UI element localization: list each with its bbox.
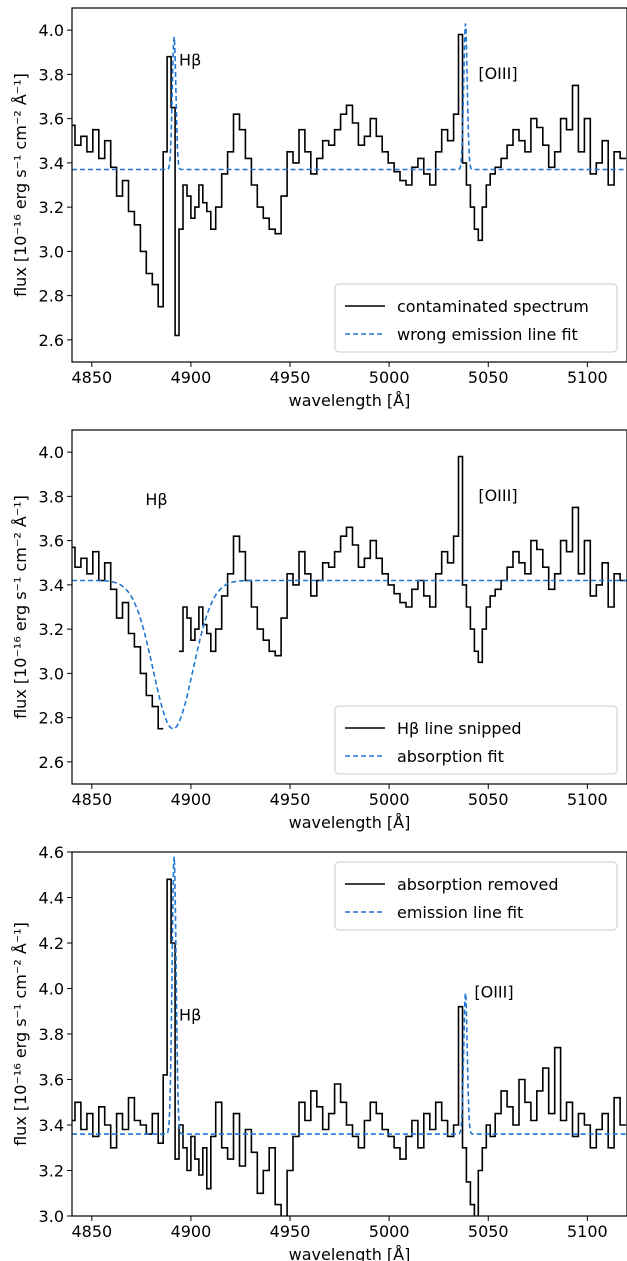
y-tick-label: 3.2 <box>39 1162 64 1181</box>
x-tick-label: 5050 <box>468 790 509 809</box>
y-tick-label: 4.4 <box>39 889 64 908</box>
x-axis-label: wavelength [Å] <box>289 1245 411 1261</box>
y-tick-label: 3.0 <box>39 242 64 261</box>
x-tick-label: 4900 <box>171 790 212 809</box>
plot-area <box>72 856 627 1216</box>
y-tick-label: 3.0 <box>39 1207 64 1226</box>
y-tick-label: 2.6 <box>39 753 64 772</box>
plot-area <box>72 23 627 337</box>
series-wrong-emission-line-fit <box>72 23 627 171</box>
x-tick-label: 4900 <box>171 1222 212 1241</box>
legend-box <box>334 283 618 353</box>
x-axis-label: wavelength [Å] <box>289 391 411 410</box>
legend: Hβ line snipped absorption fit <box>334 705 618 775</box>
y-tick-label: 4.0 <box>39 980 64 999</box>
series-emission-line-fit <box>72 856 627 1135</box>
series-absorption-removed <box>72 878 626 1216</box>
axes-frame <box>71 7 627 363</box>
legend-label: contaminated spectrum <box>397 297 589 316</box>
y-tick-label: 3.0 <box>39 664 64 683</box>
y-tick-label: 3.4 <box>39 576 64 595</box>
annotation-label: [OIII] <box>478 486 517 505</box>
legend-box <box>334 861 618 931</box>
x-tick-label: 5000 <box>369 368 410 387</box>
annotation-label: [OIII] <box>478 64 517 83</box>
plot-area <box>72 455 627 730</box>
x-axis-label: wavelength [Å] <box>289 813 411 832</box>
x-tick-label: 4900 <box>171 368 212 387</box>
y-tick-label: 3.6 <box>39 1071 64 1090</box>
y-axis-label: flux [10⁻¹⁶ erg s⁻¹ cm⁻² Å⁻¹] <box>11 922 30 1146</box>
legend-label: absorption fit <box>397 747 504 766</box>
x-tick-label: 5050 <box>468 1222 509 1241</box>
x-tick-label: 5100 <box>567 1222 608 1241</box>
chart-panel-2: 4850 4900 4950 5000 5050 5100 2.6 2.8 3.0 3.2 3.4 3… <box>11 429 627 832</box>
x-tick-label: 4850 <box>71 1222 112 1241</box>
x-tick-label: 5000 <box>369 790 410 809</box>
y-tick-label: 3.2 <box>39 620 64 639</box>
y-tick-label: 3.6 <box>39 110 64 129</box>
axes-frame <box>71 429 627 785</box>
legend-label: Hβ line snipped <box>397 719 522 738</box>
chart-panel-3: 4850 4900 4950 5000 5050 5100 3.0 3.2 3.4 3.6 3.8 4… <box>11 843 627 1261</box>
x-tick-label: 4850 <box>71 790 112 809</box>
x-tick-label: 4950 <box>270 368 311 387</box>
y-tick-label: 3.6 <box>39 532 64 551</box>
y-tick-label: 4.2 <box>39 934 64 953</box>
legend: absorption removed emission line fit <box>334 861 618 931</box>
legend-label: emission line fit <box>397 903 523 922</box>
y-tick-label: 4.0 <box>39 21 64 40</box>
y-tick-label: 3.8 <box>39 1025 64 1044</box>
x-tick-label: 4950 <box>270 790 311 809</box>
x-tick-label: 5100 <box>567 790 608 809</box>
series-contaminated-spectrum <box>72 33 626 337</box>
y-tick-label: 2.8 <box>39 709 64 728</box>
annotation-label: Hβ <box>145 490 167 509</box>
annotation-label: Hβ <box>179 1005 201 1024</box>
legend: contaminated spectrum wrong emission line… <box>334 283 618 353</box>
x-tick-label: 4950 <box>270 1222 311 1241</box>
x-tick-label: 4850 <box>71 368 112 387</box>
y-tick-label: 3.8 <box>39 65 64 84</box>
annotation-label: Hβ <box>179 51 201 70</box>
y-tick-label: 3.2 <box>39 198 64 217</box>
chart-panel-1: 4850 4900 4950 5000 5050 5100 2.6 2.8 3.0 3.2 3.4 3… <box>11 7 627 410</box>
y-tick-label: 2.8 <box>39 287 64 306</box>
y-tick-label: 3.4 <box>39 1116 64 1135</box>
y-tick-label: 4.6 <box>39 843 64 862</box>
y-axis-label: flux [10⁻¹⁶ erg s⁻¹ cm⁻² Å⁻¹] <box>11 495 30 719</box>
y-tick-label: 3.4 <box>39 154 64 173</box>
y-tick-label: 4.0 <box>39 443 64 462</box>
y-tick-label: 2.6 <box>39 331 64 350</box>
legend-label: absorption removed <box>397 875 558 894</box>
annotation-label: [OIII] <box>474 983 513 1002</box>
x-tick-label: 5100 <box>567 368 608 387</box>
y-tick-label: 3.8 <box>39 487 64 506</box>
y-axis-label: flux [10⁻¹⁶ erg s⁻¹ cm⁻² Å⁻¹] <box>11 73 30 297</box>
series-h-line-snipped <box>72 455 626 730</box>
x-tick-label: 5050 <box>468 368 509 387</box>
legend-label: wrong emission line fit <box>397 325 578 344</box>
x-tick-label: 5000 <box>369 1222 410 1241</box>
legend-box <box>334 705 618 775</box>
